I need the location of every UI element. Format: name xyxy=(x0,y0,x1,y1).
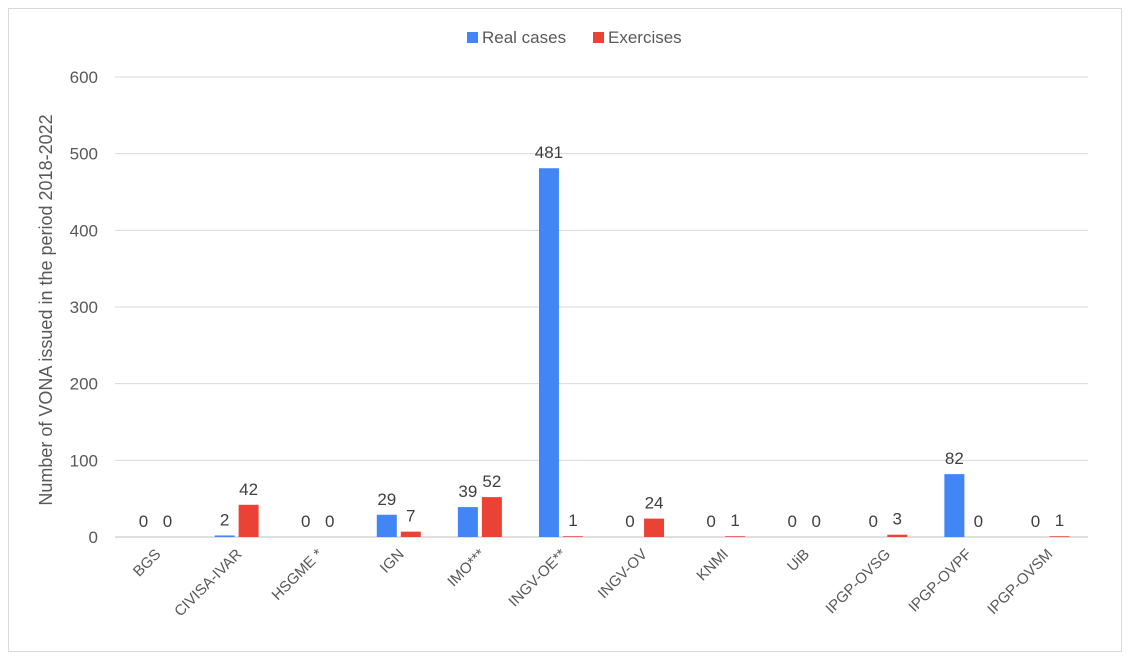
legend-label: Exercises xyxy=(608,28,682,47)
data-label: 0 xyxy=(811,512,820,531)
data-label: 0 xyxy=(301,512,310,531)
bar-exercises xyxy=(887,534,908,537)
data-label: 2 xyxy=(220,510,229,529)
data-label: 0 xyxy=(625,512,634,531)
bar-exercises xyxy=(1049,536,1070,537)
data-label: 7 xyxy=(406,507,415,526)
gridlines xyxy=(115,76,1088,538)
legend: Real cases Exercises xyxy=(467,28,682,47)
chart-border xyxy=(8,8,1122,652)
bars xyxy=(214,168,1070,537)
data-label: 82 xyxy=(945,449,964,468)
data-label: 0 xyxy=(706,512,715,531)
legend-swatch xyxy=(467,32,478,43)
data-label: 0 xyxy=(1031,512,1040,531)
data-label: 1 xyxy=(730,511,739,530)
data-label: 481 xyxy=(535,143,563,162)
data-label: 1 xyxy=(568,511,577,530)
y-tick-label: 400 xyxy=(70,221,98,240)
bar-exercises xyxy=(481,497,502,537)
y-tick-label: 200 xyxy=(70,375,98,394)
data-label: 42 xyxy=(239,480,258,499)
data-label: 0 xyxy=(869,512,878,531)
y-tick-label: 0 xyxy=(89,528,98,547)
legend-label: Real cases xyxy=(482,28,566,47)
data-label: 39 xyxy=(458,482,477,501)
bar-exercises xyxy=(644,518,665,537)
bar-exercises xyxy=(725,536,746,537)
data-label: 0 xyxy=(787,512,796,531)
legend-item-exercises: Exercises xyxy=(593,28,682,47)
data-label: 29 xyxy=(377,490,396,509)
bar-real-cases xyxy=(538,168,559,537)
bar-exercises xyxy=(400,531,421,537)
data-label: 0 xyxy=(139,512,148,531)
bar-real-cases xyxy=(376,514,397,537)
y-tick-label: 600 xyxy=(70,68,98,87)
y-tick-label: 500 xyxy=(70,145,98,164)
y-tick-label: 100 xyxy=(70,451,98,470)
data-label: 0 xyxy=(163,512,172,531)
data-label: 3 xyxy=(893,510,902,529)
bar-exercises xyxy=(238,504,259,537)
bar-real-cases xyxy=(944,474,965,537)
bar-exercises xyxy=(562,536,583,537)
y-axis-label: Number of VONA issued in the period 2018… xyxy=(36,114,56,505)
legend-item-real-cases: Real cases xyxy=(467,28,566,47)
data-label: 0 xyxy=(974,512,983,531)
legend-swatch xyxy=(593,32,604,43)
data-label: 24 xyxy=(645,494,664,513)
bar-real-cases xyxy=(457,507,478,537)
data-label: 1 xyxy=(1055,511,1064,530)
y-tick-label: 300 xyxy=(70,298,98,317)
y-axis-ticks: 0 100 200 300 400 500 600 xyxy=(70,68,98,547)
data-label: 0 xyxy=(325,512,334,531)
bar-real-cases xyxy=(214,535,235,537)
data-label: 52 xyxy=(482,472,501,491)
